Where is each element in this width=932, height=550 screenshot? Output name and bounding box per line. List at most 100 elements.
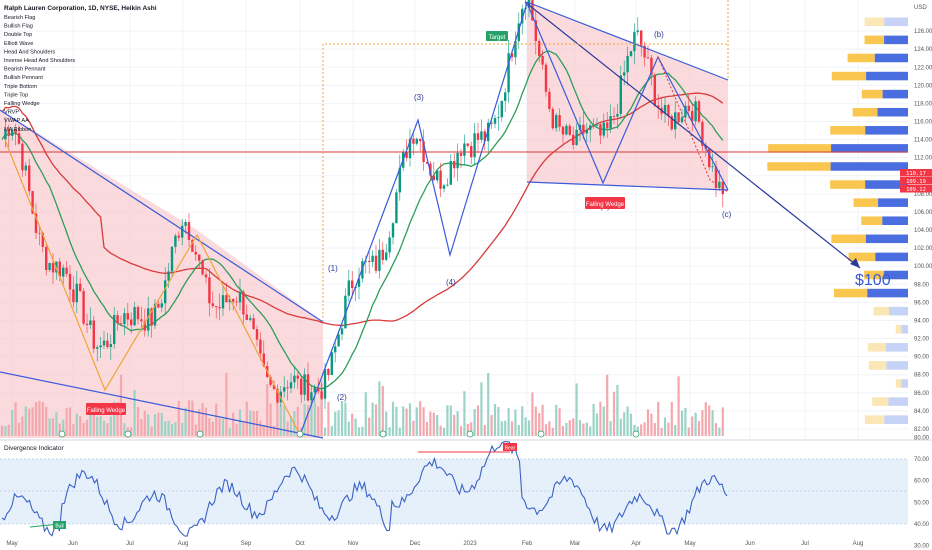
wave-b-label: (b) bbox=[654, 30, 664, 39]
event-markers[interactable] bbox=[58, 430, 640, 438]
chart-title: Ralph Lauren Corporation, 1D, NYSE, Heik… bbox=[4, 5, 157, 12]
time-tick-label: Apr bbox=[631, 541, 640, 547]
wedge-lines[interactable] bbox=[0, 1, 861, 439]
price-tick-label: 100.00 bbox=[914, 264, 932, 270]
bear-tag bbox=[503, 443, 517, 451]
bear-tag-text: Bear bbox=[505, 446, 516, 452]
time-tick-label: Jul bbox=[801, 541, 809, 547]
osc-tick-label: 80.00 bbox=[914, 435, 930, 441]
indicator-item[interactable]: Triple Top bbox=[4, 92, 28, 98]
price-badges: 110.17 109.19 109.12 bbox=[900, 169, 932, 193]
price-tick-label: 114.00 bbox=[914, 138, 932, 144]
osc-band bbox=[0, 459, 908, 524]
price-tick-label: 90.00 bbox=[914, 355, 930, 361]
price-badge: 109.19 bbox=[906, 179, 926, 185]
osc-tick-label: 50.00 bbox=[914, 500, 930, 506]
indicator-item[interactable]: Bullish Flag bbox=[4, 24, 33, 30]
ma-red-line bbox=[1, 92, 724, 327]
price-target-label: $100 bbox=[855, 272, 891, 289]
price-tick-label: 86.00 bbox=[914, 391, 930, 397]
price-tick-label: 122.00 bbox=[914, 65, 932, 71]
target-box bbox=[322, 43, 728, 322]
time-tick-label: Aug bbox=[853, 541, 864, 547]
wave-c-label: (c) bbox=[722, 210, 732, 219]
indicator-item[interactable]: VRVP bbox=[4, 110, 19, 116]
price-badge: 109.12 bbox=[906, 187, 926, 193]
price-tick-label: 126.00 bbox=[914, 29, 932, 35]
time-tick-label: Sep bbox=[241, 541, 252, 547]
price-tick-label: 124.00 bbox=[914, 47, 932, 53]
price-tick-label: 112.00 bbox=[914, 156, 932, 162]
time-tick-label: Feb bbox=[522, 541, 533, 547]
price-tick-label: 88.00 bbox=[914, 373, 930, 379]
wave-2-label: (2) bbox=[337, 393, 347, 402]
wave-3-label: (3) bbox=[414, 93, 424, 102]
target-tag-text: Target bbox=[489, 35, 506, 41]
wave-1-label: (1) bbox=[328, 264, 338, 273]
time-tick-label: May bbox=[6, 541, 17, 547]
volume-bars bbox=[0, 372, 724, 436]
price-axis: 82.00 84.00 86.00 88.00 90.00 92.00 94.00 96.00… bbox=[914, 29, 932, 433]
time-tick-label: Dec bbox=[410, 541, 421, 547]
indicator-item[interactable]: Bearish Flag bbox=[4, 15, 35, 21]
price-tick-label: 106.00 bbox=[914, 210, 932, 216]
candles bbox=[4, 0, 724, 409]
falling-wedge-tag-2-text: Falling Wedge bbox=[586, 202, 625, 208]
indicator-item[interactable]: Head And Shoulders bbox=[4, 49, 56, 55]
price-tick-label: 98.00 bbox=[914, 282, 930, 288]
price-tick-label: 108.00 bbox=[914, 192, 932, 198]
indicator-item[interactable]: Bearish Pennant bbox=[4, 67, 46, 73]
indicator-list[interactable]: Bearish Flag Bullish Flag Double Top Elliot… bbox=[4, 15, 75, 133]
wave-4-label: (4) bbox=[446, 278, 456, 287]
indicator-item[interactable]: MA Ribbon bbox=[4, 127, 31, 133]
price-tick-label: 116.00 bbox=[914, 120, 932, 126]
price-tick-label: 120.00 bbox=[914, 83, 932, 89]
time-tick-label: Mar bbox=[570, 541, 580, 547]
falling-wedge-fill-1 bbox=[0, 110, 323, 438]
time-tick-label: May bbox=[684, 541, 695, 547]
falling-wedge-tag-1 bbox=[86, 403, 126, 415]
indicator-item[interactable]: VWAP AA bbox=[4, 118, 29, 124]
price-tick-label: 92.00 bbox=[914, 337, 930, 343]
time-tick-label: Jun bbox=[745, 541, 755, 547]
orange-zigzag bbox=[4, 139, 301, 436]
osc-tick-label: 40.00 bbox=[914, 522, 930, 528]
osc-tick-label: 70.00 bbox=[914, 457, 930, 463]
indicator-item[interactable]: Triple Bottom bbox=[4, 84, 37, 90]
time-tick-label: Jun bbox=[68, 541, 78, 547]
volume-profile bbox=[767, 17, 908, 424]
time-axis: May Jun Jul Aug Sep Oct Nov Dec 2023 Feb Mar Apr May… bbox=[6, 541, 863, 547]
time-tick-label: Aug bbox=[178, 541, 189, 547]
osc-tick-label: 60.00 bbox=[914, 479, 930, 485]
target-arrow-head bbox=[850, 258, 860, 268]
currency-label: USD bbox=[914, 5, 927, 11]
price-badge: 110.17 bbox=[906, 171, 926, 177]
osc-title: Divergence Indicator bbox=[4, 445, 64, 452]
price-tick-label: 96.00 bbox=[914, 300, 930, 306]
osc-line bbox=[1, 441, 728, 537]
price-tick-label: 94.00 bbox=[914, 318, 930, 324]
osc-tick-label: 30.00 bbox=[914, 544, 930, 550]
bull-tag-text: Bull bbox=[55, 524, 63, 530]
time-tick-label: Oct bbox=[295, 541, 305, 547]
price-tick-label: 82.00 bbox=[914, 427, 930, 433]
falling-wedge-tag-2 bbox=[585, 197, 625, 209]
indicator-item[interactable]: Falling Wedge bbox=[4, 101, 40, 107]
time-tick-label: Nov bbox=[348, 541, 359, 547]
falling-wedge-tag-1-text: Falling Wedge bbox=[87, 408, 126, 414]
price-tick-label: 102.00 bbox=[914, 246, 932, 252]
osc-axis: 30.00 40.00 50.00 60.00 70.00 80.00 bbox=[914, 435, 930, 549]
price-tick-label: 104.00 bbox=[914, 228, 932, 234]
indicator-item[interactable]: Elliott Wave bbox=[4, 41, 33, 47]
indicator-item[interactable]: Inverse Head And Shoulders bbox=[4, 58, 75, 64]
indicator-item[interactable]: Double Top bbox=[4, 32, 32, 38]
time-tick-label: Jul bbox=[126, 541, 134, 547]
price-tick-label: 118.00 bbox=[914, 101, 932, 107]
price-tick-label: 110.00 bbox=[914, 174, 932, 180]
target-tag bbox=[486, 31, 508, 41]
bull-tag bbox=[53, 521, 66, 529]
price-tick-label: 84.00 bbox=[914, 409, 930, 415]
indicator-item[interactable]: Bullish Pennant bbox=[4, 75, 43, 81]
dotted-projection bbox=[657, 56, 729, 193]
